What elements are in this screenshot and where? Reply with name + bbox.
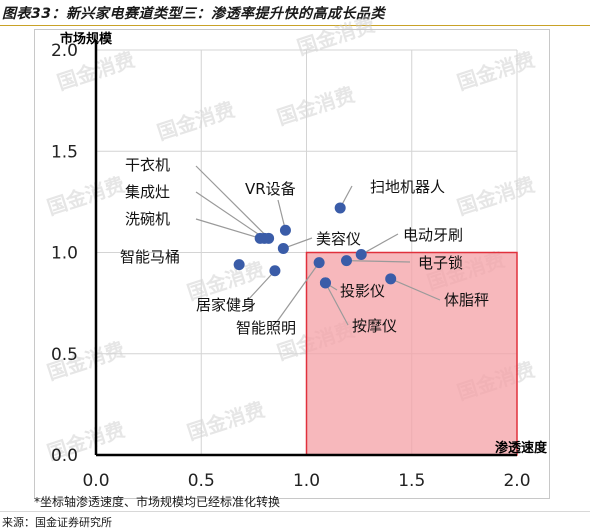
point-label: 居家健身 (196, 296, 256, 314)
footnote: *坐标轴渗透速度、市场规模均已经标准化转换 (34, 495, 281, 509)
leader-line (360, 233, 399, 256)
source-note: 来源：国金证券研究所 (2, 516, 112, 529)
data-point (355, 249, 367, 261)
watermark-text: 国金消费 (154, 97, 238, 145)
point-label: 集成灶 (125, 183, 170, 201)
watermark-text: 国金消费 (184, 397, 268, 445)
data-point (279, 224, 291, 236)
data-point (277, 242, 289, 254)
y-tick-label: 0.5 (51, 345, 78, 365)
data-point (319, 277, 331, 289)
highlight-region-layer (305, 251, 518, 456)
y-tick-label: 1.0 (51, 244, 78, 264)
y-tick-label: 2.0 (51, 41, 78, 61)
y-axis-label: 市场规模 (60, 31, 113, 47)
leader-line (247, 270, 276, 301)
watermark-text: 国金消费 (454, 47, 538, 95)
data-point (254, 232, 266, 244)
point-label: 电动牙刷 (403, 226, 463, 244)
point-label: 智能照明 (236, 319, 296, 337)
point-label: 电子锁 (418, 254, 463, 272)
leader-line (195, 165, 270, 239)
point-label: 体脂秤 (444, 291, 489, 309)
y-tick-label: 0.0 (51, 446, 78, 466)
x-tick-label: 1.0 (293, 471, 320, 491)
watermark-text: 国金消费 (454, 172, 538, 220)
leader-line (195, 218, 261, 239)
data-point (269, 265, 281, 277)
data-point (340, 255, 352, 267)
data-point (233, 259, 245, 271)
x-tick-label: 0.5 (188, 471, 215, 491)
leader-line (195, 191, 265, 239)
leader-line (346, 260, 411, 263)
point-label: 投影仪 (340, 282, 385, 300)
point-label: 洗碗机 (125, 210, 170, 228)
highlight-region (305, 251, 518, 456)
x-tick-label: 0.0 (82, 471, 109, 491)
leader-line (275, 262, 320, 324)
point-label: 美容仪 (316, 230, 361, 248)
data-point (334, 202, 346, 214)
point-label: 智能马桶 (120, 248, 180, 266)
point-label: 扫地机器人 (370, 178, 445, 196)
x-tick-label: 2.0 (503, 471, 530, 491)
point-layer (233, 202, 397, 289)
leader-line (390, 278, 441, 301)
figure-title: 图表33：新兴家电赛道类型三：渗透率提升快的高成长品类 (2, 6, 385, 22)
point-label: 按摩仪 (352, 317, 397, 335)
point-label: 干衣机 (125, 156, 170, 174)
title-divider (0, 25, 590, 26)
watermark-text: 国金消费 (44, 172, 128, 220)
data-point (385, 273, 397, 285)
y-tick-label: 1.5 (51, 142, 78, 162)
leader-line (324, 282, 349, 326)
chart-frame (34, 29, 550, 499)
point-label: VR设备 (245, 180, 296, 198)
data-point (313, 257, 325, 269)
x-tick-label: 1.5 (398, 471, 425, 491)
bottom-divider (0, 511, 590, 512)
watermark-text: 国金消费 (274, 82, 358, 130)
x-axis-label: 渗透速度 (495, 440, 548, 456)
